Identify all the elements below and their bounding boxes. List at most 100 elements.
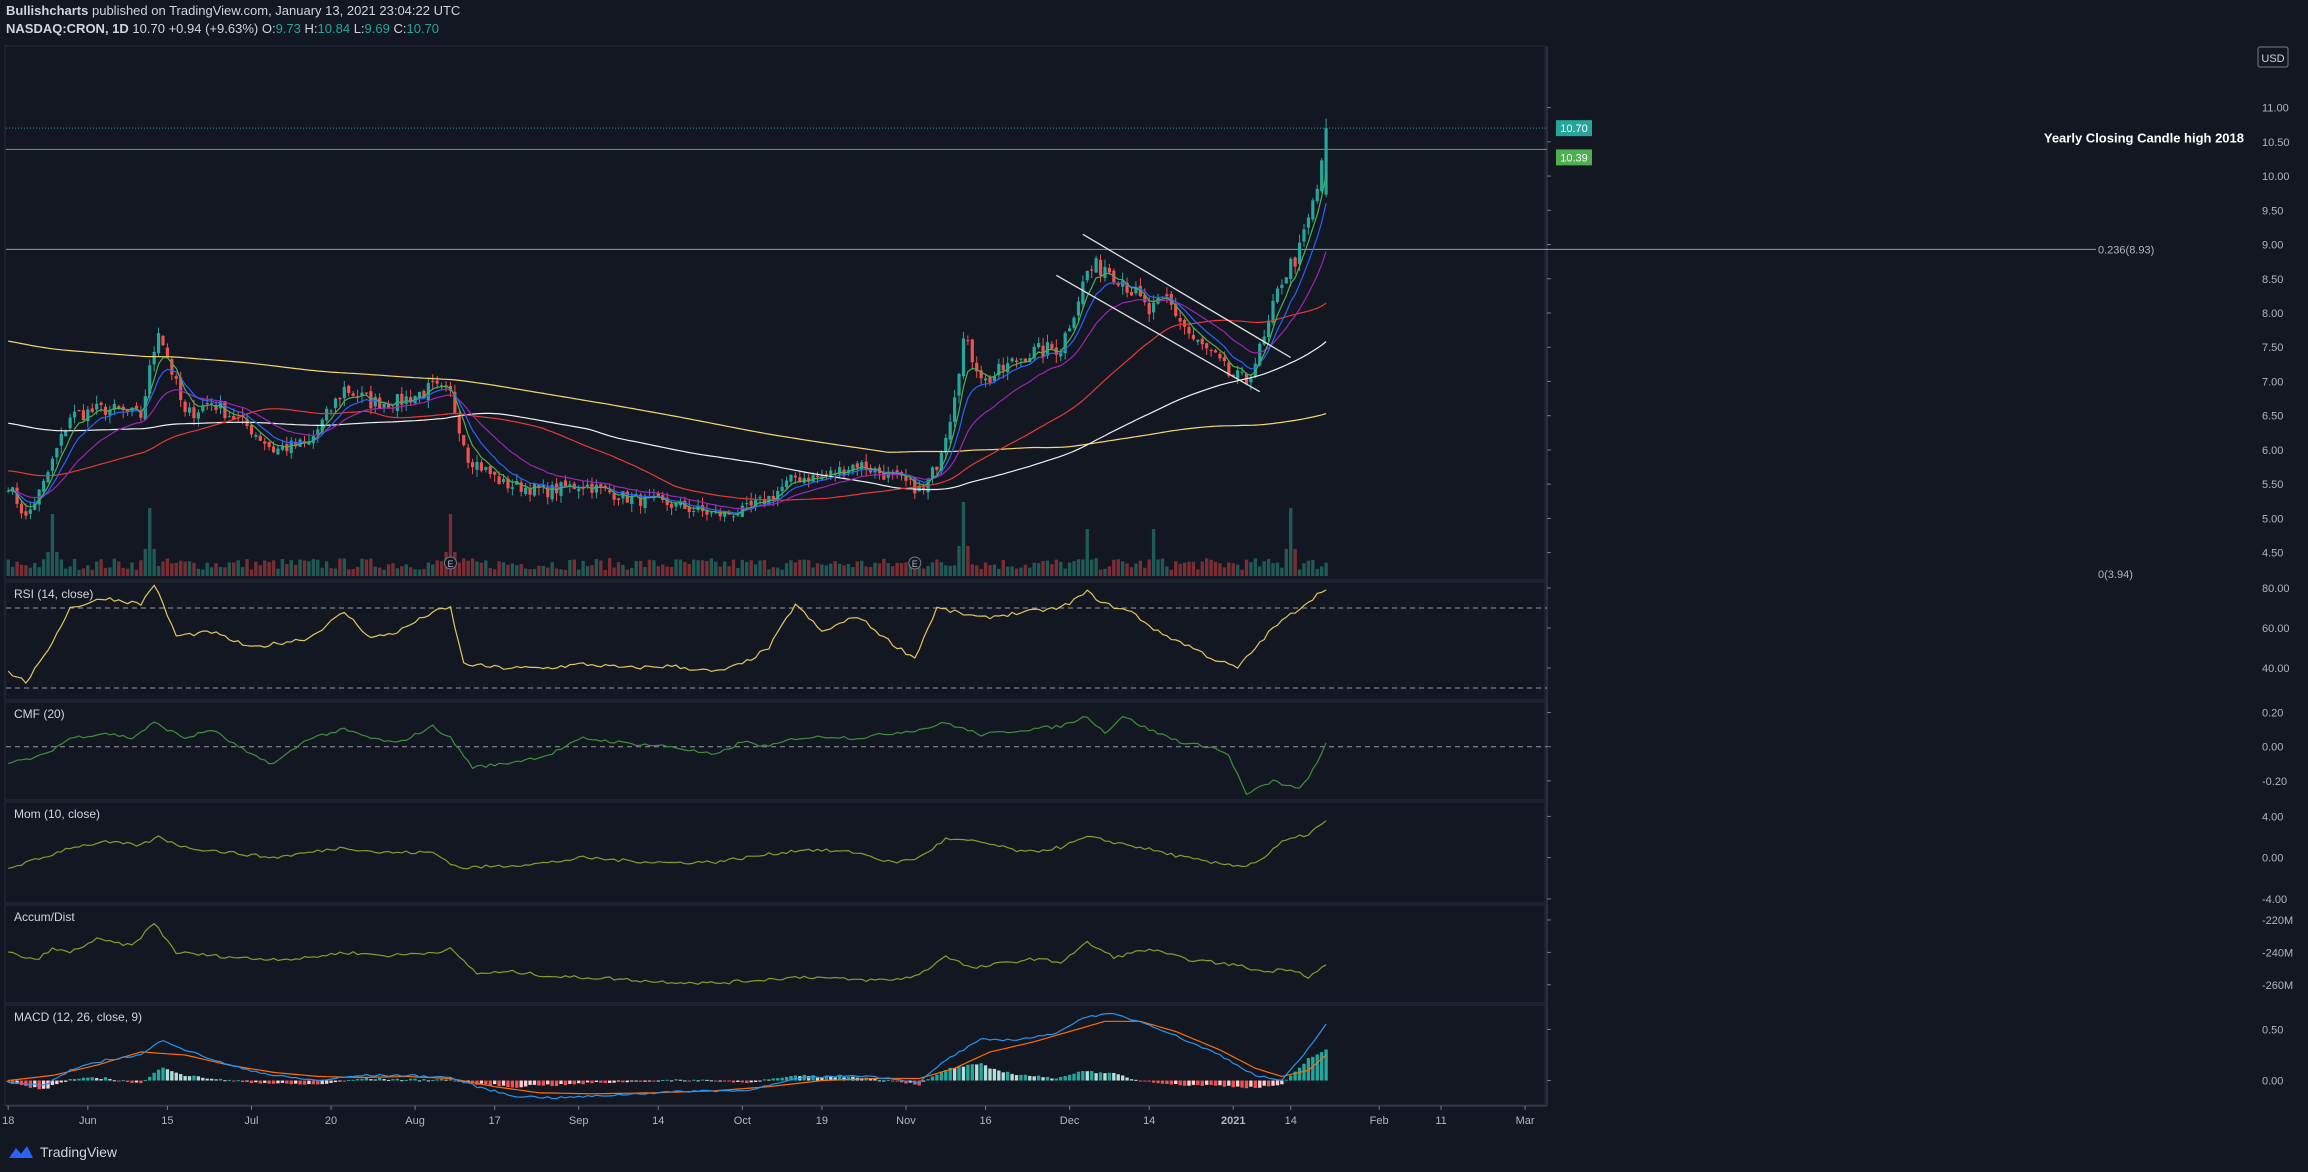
candle-body <box>922 487 926 490</box>
volume-bar <box>439 561 444 576</box>
macd-histogram-bar <box>192 1075 196 1081</box>
macd-histogram-bar <box>833 1077 837 1081</box>
tradingview-logo[interactable]: TradingView <box>8 1144 117 1160</box>
macd-histogram-bar <box>661 1080 665 1082</box>
volume-bar <box>913 568 917 576</box>
macd-histogram-bar <box>439 1079 444 1081</box>
volume-bar <box>630 567 634 576</box>
volume-bar <box>333 568 338 576</box>
volume-bar <box>1054 559 1059 576</box>
macd-histogram-bar <box>811 1075 815 1081</box>
volume-bar <box>329 568 333 576</box>
macd-histogram-bar <box>877 1080 882 1082</box>
macd-histogram-bar <box>1262 1080 1266 1086</box>
indicator-tick-label: 0.00 <box>2262 1076 2283 1088</box>
volume-bar <box>1165 566 1169 576</box>
volume-bar <box>254 561 258 576</box>
channel-line <box>1056 274 1261 393</box>
volume-bar <box>1098 569 1103 576</box>
macd-histogram-bar <box>1036 1075 1041 1081</box>
candle-body <box>214 405 218 410</box>
symbol-name[interactable]: NASDAQ:CRON, 1D <box>6 21 129 36</box>
volume-bar <box>1289 508 1293 576</box>
macd-histogram-bar <box>431 1079 435 1081</box>
pane-frame-macd <box>4 1004 1546 1106</box>
candle-body <box>1297 242 1302 265</box>
macd-histogram-bar <box>687 1080 691 1082</box>
indicator-tick-label: -240M <box>2262 947 2293 959</box>
candle-body <box>842 469 846 476</box>
fib-zero-label: 0(3.94) <box>2098 569 2133 581</box>
volume-bar <box>19 564 24 576</box>
indicator-tick-label: 4.00 <box>2262 811 2283 823</box>
volume-bar <box>94 561 99 576</box>
macd-histogram-bar <box>10 1080 15 1084</box>
macd-histogram-bar <box>1023 1074 1028 1081</box>
candle-body <box>1125 282 1129 293</box>
candle-body <box>1262 336 1266 345</box>
volume-bar <box>855 561 859 576</box>
volume-bar <box>64 568 68 576</box>
volume-bar <box>298 559 302 576</box>
macd-histogram-bar <box>1032 1076 1036 1081</box>
candle-body <box>497 476 501 485</box>
mom-line <box>8 820 1327 870</box>
candle-body <box>161 335 165 346</box>
volume-bar <box>842 565 846 576</box>
volume-bar <box>926 565 930 576</box>
ema5-line <box>8 173 1327 515</box>
macd-histogram-bar <box>952 1067 957 1081</box>
candle-body <box>1284 277 1288 284</box>
volume-bar <box>1112 559 1116 576</box>
volume-bar <box>780 569 784 576</box>
volume-bar <box>289 560 293 576</box>
volume-bar <box>1059 561 1063 576</box>
volume-bar <box>1315 568 1319 576</box>
volume-bar <box>983 562 988 576</box>
candle-body <box>656 493 660 497</box>
macd-histogram-bar <box>665 1079 669 1081</box>
volume-bar <box>413 569 417 576</box>
volume-bar <box>753 564 758 576</box>
candle-body <box>108 409 112 416</box>
volume-bar <box>590 565 594 576</box>
price-tick-label: 5.00 <box>2262 513 2283 525</box>
macd-histogram-bar <box>926 1079 930 1081</box>
volume-bar <box>599 560 603 576</box>
currency-badge <box>2257 46 2289 68</box>
volume-bar <box>824 565 829 576</box>
volume-bar <box>108 567 112 576</box>
macd-histogram-bar <box>506 1080 510 1088</box>
macd-histogram-bar <box>625 1080 630 1083</box>
author-name[interactable]: Bullishcharts <box>6 3 89 18</box>
volume-bar <box>674 559 678 576</box>
volume-bar <box>1169 569 1173 576</box>
macd-histogram-bar <box>1218 1080 1222 1086</box>
macd-histogram-bar <box>546 1080 550 1085</box>
macd-histogram-bar <box>1244 1080 1249 1089</box>
volume-bar <box>784 563 789 576</box>
volume-bar <box>1050 564 1054 576</box>
ma100-line <box>8 341 1327 491</box>
macd-histogram-bar <box>532 1080 537 1085</box>
macd-histogram-bar <box>72 1079 77 1081</box>
pane-frame-mom <box>4 801 1546 904</box>
volume-bar <box>72 558 77 576</box>
macd-histogram-bar <box>77 1078 81 1081</box>
candle-body <box>1050 343 1054 349</box>
macd-histogram-bar <box>652 1080 656 1082</box>
macd-histogram-bar <box>422 1079 426 1081</box>
candle-body <box>979 370 983 379</box>
macd-histogram-bar <box>537 1080 541 1086</box>
volume-bar <box>1222 567 1227 576</box>
macd-histogram-bar <box>324 1080 329 1084</box>
candle-body <box>758 497 762 499</box>
macd-histogram-bar <box>161 1067 165 1081</box>
volume-bar <box>895 562 899 576</box>
macd-histogram-bar <box>554 1080 559 1087</box>
volume-bar <box>722 561 727 576</box>
candle-body <box>426 383 430 401</box>
time-tick-label: 11 <box>1435 1115 1446 1127</box>
candle-body <box>616 498 621 501</box>
